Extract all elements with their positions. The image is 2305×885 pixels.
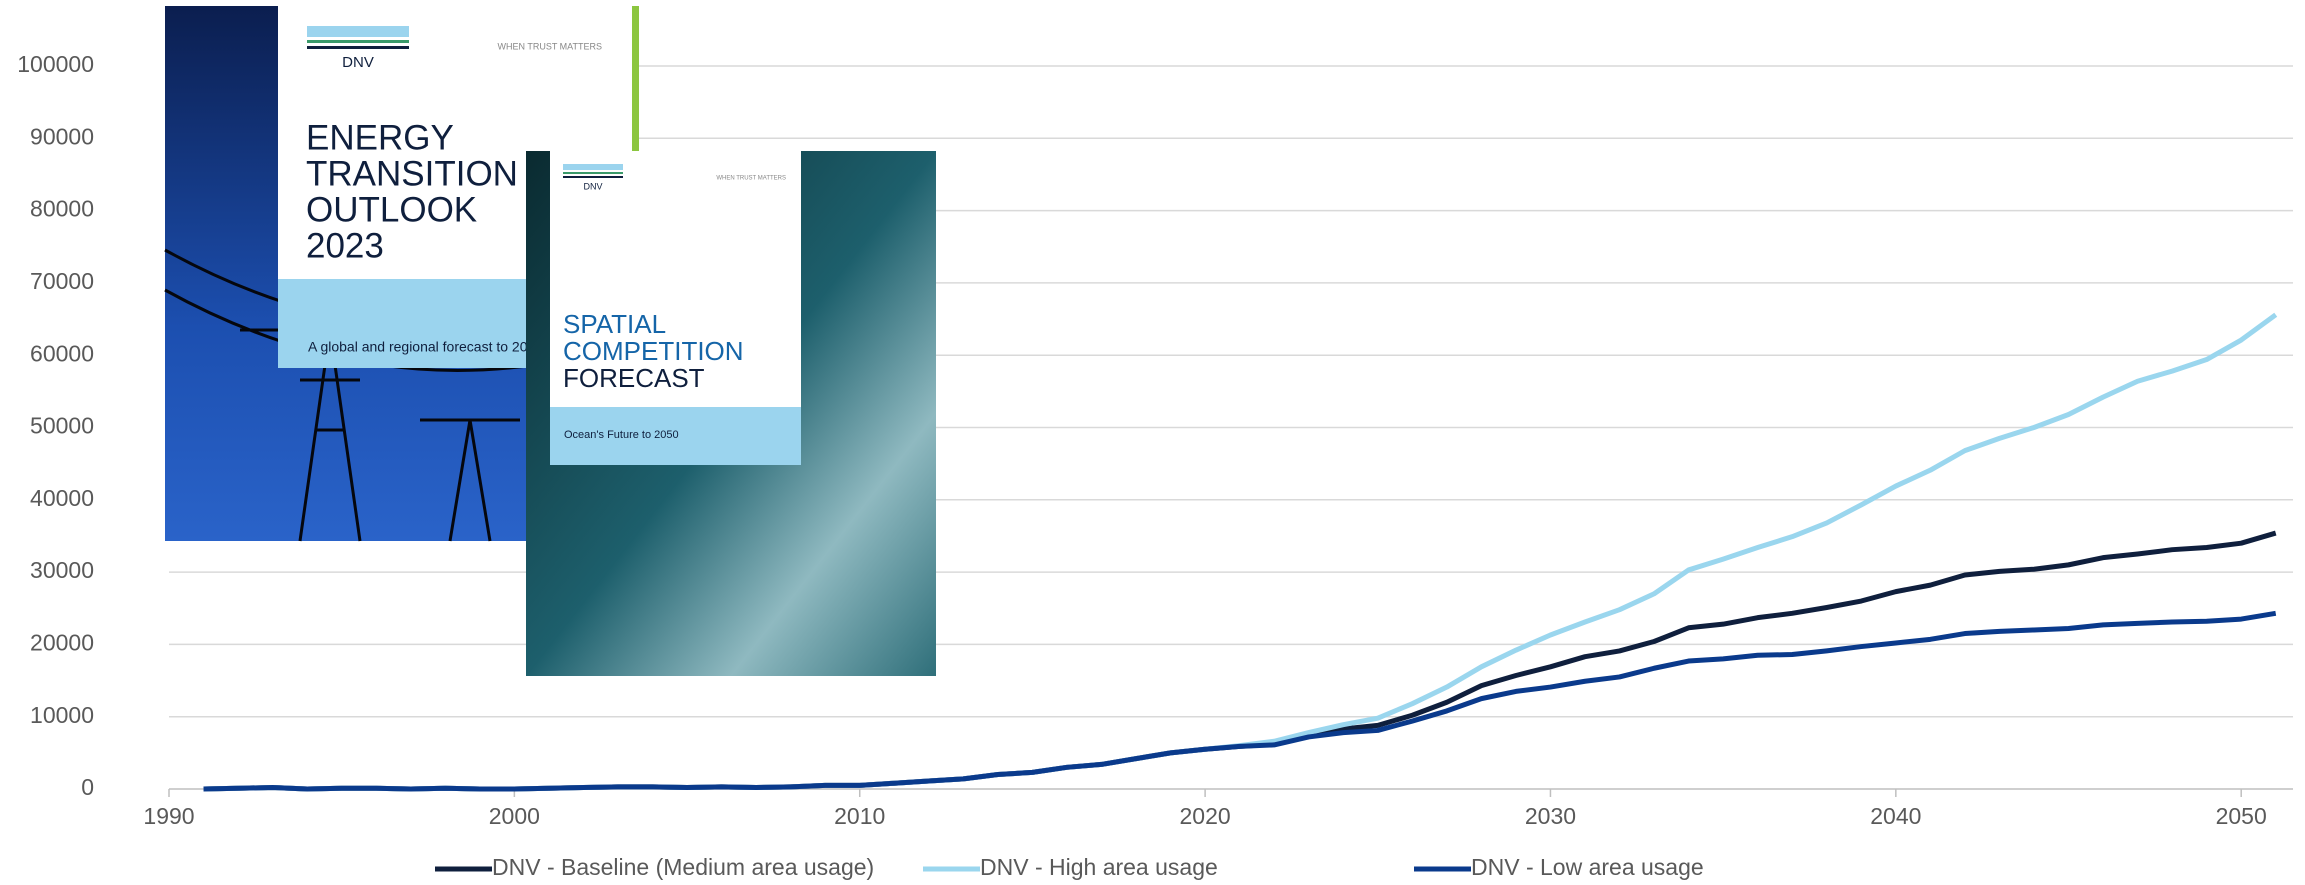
legend-label: DNV - Baseline (Medium area usage) (492, 854, 874, 880)
y-tick-label: 60000 (30, 340, 94, 366)
cover-brand: DNV (342, 54, 374, 71)
cover-title: TRANSITION (306, 154, 518, 193)
x-tick-label: 2010 (834, 803, 885, 829)
cover-panel (550, 151, 801, 407)
logo-stripe (563, 172, 623, 174)
cover-brand: DNV (583, 181, 602, 191)
report-covers: DNV WHEN TRUST MATTERS ENERGYTRANSITIONO… (164, 6, 936, 676)
y-tick-label: 50000 (30, 413, 94, 439)
cover-tagline: WHEN TRUST MATTERS (716, 176, 786, 182)
logo-stripe (307, 46, 409, 49)
y-tick-label: 100000 (17, 51, 94, 77)
logo-stripe (563, 176, 623, 178)
cover-title: COMPETITION (563, 336, 744, 366)
legend-label: DNV - Low area usage (1471, 854, 1704, 880)
cover-subtitle: Ocean's Future to 2050 (564, 429, 679, 441)
y-tick-label: 20000 (30, 629, 94, 655)
cover-title: ENERGY (306, 118, 454, 157)
y-tick-label: 80000 (30, 196, 94, 222)
y-tick-label: 70000 (30, 268, 94, 294)
series-line (203, 610, 2277, 792)
logo-stripe (563, 164, 623, 170)
cover-title: OUTLOOK (306, 190, 477, 229)
legend-label: DNV - High area usage (980, 854, 1218, 880)
x-tick-label: 2020 (1180, 803, 1231, 829)
x-tick-label: 2030 (1525, 803, 1576, 829)
x-tick-label: 2050 (2216, 803, 2267, 829)
logo-stripe (307, 26, 409, 37)
x-tick-label: 2000 (489, 803, 540, 829)
cover-title: 2023 (306, 226, 384, 265)
y-tick-label: 0 (81, 774, 94, 800)
x-tick-label: 1990 (143, 803, 194, 829)
y-tick-label: 90000 (30, 123, 94, 149)
y-tick-label: 10000 (30, 702, 94, 728)
cover-tagline: WHEN TRUST MATTERS (497, 41, 602, 51)
legend: DNV - Baseline (Medium area usage) DNV - … (435, 854, 1704, 880)
cover-subtitle: A global and regional forecast to 2050 (308, 339, 543, 355)
cover-band (550, 407, 801, 465)
y-tick-label: 40000 (30, 485, 94, 511)
cover-title: FORECAST (563, 363, 705, 393)
y-tick-label: 30000 (30, 557, 94, 583)
cover-title: SPATIAL (563, 309, 666, 339)
x-tick-label: 2040 (1870, 803, 1921, 829)
logo-stripe (307, 40, 409, 43)
